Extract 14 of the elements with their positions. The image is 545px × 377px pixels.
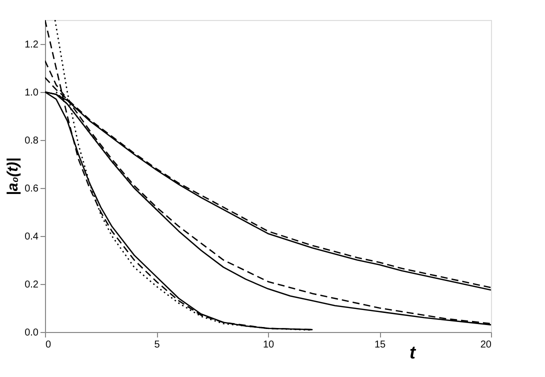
y-tick-label: 0.8 [24, 136, 39, 146]
y-axis-title: |a₀(t)| [4, 158, 22, 196]
x-tick-label: 0 [46, 340, 52, 350]
y-tick-label: 0.6 [24, 184, 39, 194]
x-tick-label: 15 [374, 340, 386, 350]
x-tick-label: 10 [262, 340, 274, 350]
y-tick-label: 0.4 [24, 232, 39, 242]
y-tick-label: 1.0 [24, 88, 39, 98]
y-tick-label: 0.2 [24, 280, 39, 290]
y-tick-label: 1.2 [24, 40, 39, 50]
x-axis-title: t [410, 342, 416, 362]
y-tick-label: 0.0 [24, 328, 39, 338]
x-tick-label: 20 [480, 340, 492, 350]
x-tick-label: 5 [154, 340, 160, 350]
